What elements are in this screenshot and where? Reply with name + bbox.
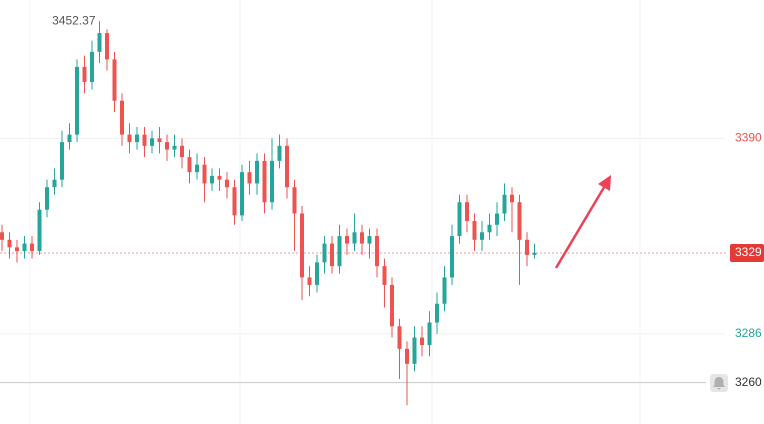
candle-body <box>90 51 94 82</box>
candle-body <box>142 134 147 146</box>
candle-body <box>210 175 214 184</box>
candle-body <box>195 164 199 173</box>
candle-body <box>397 326 402 349</box>
candle-body <box>187 157 192 173</box>
last-price-box <box>730 243 764 262</box>
candle-body <box>22 243 27 252</box>
candle-body <box>217 175 222 180</box>
candle-body <box>255 160 259 184</box>
candle-body <box>405 348 409 364</box>
candle-body <box>495 213 499 225</box>
bell-icon <box>713 377 725 390</box>
candle-body <box>450 236 454 278</box>
candle-body <box>292 187 297 214</box>
candle-body <box>60 142 64 180</box>
last-price-label: 3329 <box>735 245 762 259</box>
candle-body <box>315 262 319 285</box>
candle-body <box>532 252 537 255</box>
candle-body <box>225 179 229 188</box>
candle-body <box>412 337 417 364</box>
candle-body <box>127 134 132 143</box>
candle-body <box>337 236 342 267</box>
y-tick-label: 3286 <box>735 326 762 340</box>
candle-body <box>300 213 304 278</box>
candle-body <box>375 236 379 267</box>
candle-body <box>105 33 109 60</box>
candle-body <box>180 145 184 158</box>
candle-body <box>67 134 72 143</box>
candle-body <box>157 138 162 143</box>
candle-body <box>502 194 507 214</box>
candle-body <box>0 232 4 240</box>
candle-body <box>285 145 289 188</box>
candle-body <box>172 145 177 150</box>
vertical-grid <box>29 0 641 424</box>
candle-body <box>345 236 349 244</box>
candle-body <box>37 209 42 252</box>
candle-body <box>30 243 34 252</box>
candle-body <box>382 266 387 285</box>
candle-body <box>472 221 477 240</box>
candle-body <box>97 33 102 52</box>
candle-body <box>352 232 357 244</box>
candle-body <box>442 277 447 304</box>
candle-body <box>465 202 469 222</box>
arrow-head <box>598 175 611 191</box>
candle-body <box>165 142 169 150</box>
high-label: 3452.37 <box>52 13 96 27</box>
candle-body <box>390 284 394 327</box>
candle-body <box>247 172 252 184</box>
candle-body <box>262 160 267 203</box>
candle-body <box>120 100 124 135</box>
candle-body <box>480 232 484 240</box>
candle-body <box>52 179 57 188</box>
candle-body <box>510 194 514 203</box>
candle-body <box>240 172 244 216</box>
candle-body <box>202 164 207 184</box>
candle-body <box>7 239 12 248</box>
candle-body <box>307 277 312 285</box>
candle-body <box>150 138 154 146</box>
candle-body <box>322 243 327 263</box>
arrow-shaft <box>554 183 608 269</box>
candle-body <box>457 202 462 237</box>
candle-body <box>330 243 334 267</box>
candle-body <box>277 145 282 161</box>
candle-body <box>75 66 79 135</box>
trend-arrow <box>554 175 611 269</box>
grid-layer <box>0 137 728 384</box>
candle-body <box>427 322 432 346</box>
candle-body <box>112 59 117 101</box>
candle-body <box>420 337 424 346</box>
candle-body <box>15 247 19 252</box>
candle-body <box>367 236 372 244</box>
candle-body <box>45 187 49 210</box>
candle-body <box>232 187 237 216</box>
candle-body <box>135 134 139 143</box>
candles-layer <box>0 21 537 406</box>
alert-bell <box>710 374 728 392</box>
candle-body <box>487 224 492 233</box>
candle-body <box>525 239 529 255</box>
y-tick-label: 3390 <box>735 130 762 144</box>
candle-body <box>435 303 439 323</box>
candle-body <box>517 202 522 240</box>
alert-label: 3260 <box>735 375 762 389</box>
candle-body <box>82 66 87 82</box>
candle-body <box>360 232 364 244</box>
candle-body <box>270 160 274 203</box>
labels-layer: 3286 3390 3260 3329 3452.37 <box>52 13 764 389</box>
